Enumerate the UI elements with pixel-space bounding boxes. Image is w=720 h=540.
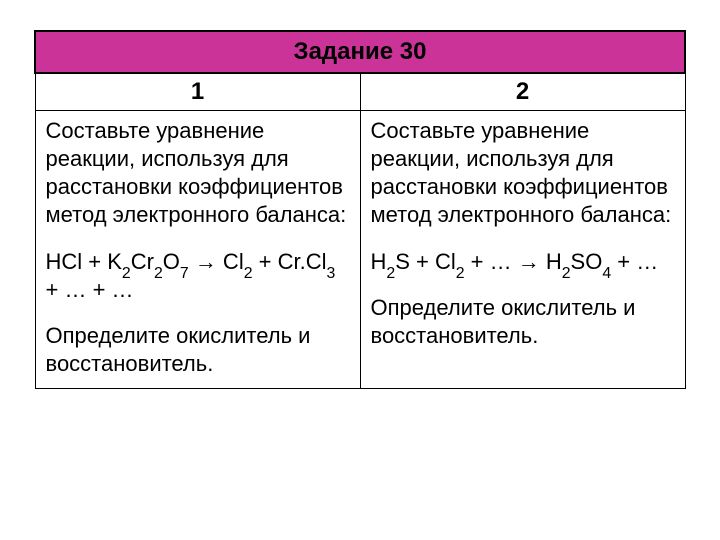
col2-task: Определите окислитель и восстановитель. [371, 294, 675, 350]
column-2-cell: Составьте уравнение реакции, используя д… [360, 111, 685, 389]
col1-intro: Составьте уравнение реакции, используя д… [46, 117, 350, 230]
column-2-header: 2 [360, 73, 685, 111]
col1-task: Определите окислитель и восстановитель. [46, 322, 350, 378]
col2-equation: H2S + Cl2 + … → H2SO4 + … [371, 248, 675, 276]
col1-equation: HCl + K2Cr2O7 → Cl2 + Cr.Cl3 + … + … [46, 248, 350, 304]
task-table: Задание 30 1 2 Составьте уравнение реакц… [34, 30, 686, 389]
task-title: Задание 30 [35, 31, 685, 73]
column-1-header: 1 [35, 73, 360, 111]
column-1-cell: Составьте уравнение реакции, используя д… [35, 111, 360, 389]
col2-intro: Составьте уравнение реакции, используя д… [371, 117, 675, 230]
